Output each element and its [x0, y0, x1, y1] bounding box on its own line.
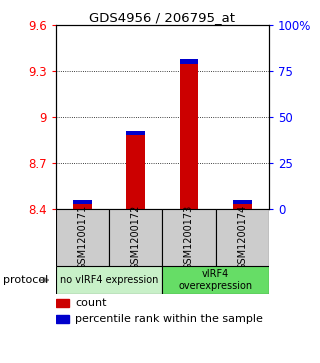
Text: count: count [75, 298, 107, 308]
Text: GSM1200173: GSM1200173 [184, 205, 194, 270]
Text: GSM1200174: GSM1200174 [237, 205, 247, 270]
Bar [180, 59, 198, 64]
Bar [180, 64, 198, 209]
Bar [109, 209, 162, 266]
Bar [56, 299, 69, 307]
Bar [163, 266, 269, 294]
Bar [56, 209, 109, 266]
Bar [163, 209, 216, 266]
Bar [216, 209, 269, 266]
Text: protocol: protocol [3, 275, 48, 285]
Bar [126, 131, 145, 135]
Bar [73, 200, 92, 204]
Text: GSM1200172: GSM1200172 [131, 205, 141, 270]
Bar [56, 266, 163, 294]
Text: percentile rank within the sample: percentile rank within the sample [75, 314, 263, 324]
Bar [73, 204, 92, 209]
Text: GSM1200171: GSM1200171 [77, 205, 88, 270]
Bar [233, 204, 252, 209]
Title: GDS4956 / 206795_at: GDS4956 / 206795_at [89, 11, 236, 24]
Bar [233, 200, 252, 204]
Text: vIRF4
overexpression: vIRF4 overexpression [179, 269, 253, 291]
Text: no vIRF4 expression: no vIRF4 expression [60, 275, 158, 285]
Bar [56, 315, 69, 323]
Bar [126, 135, 145, 209]
